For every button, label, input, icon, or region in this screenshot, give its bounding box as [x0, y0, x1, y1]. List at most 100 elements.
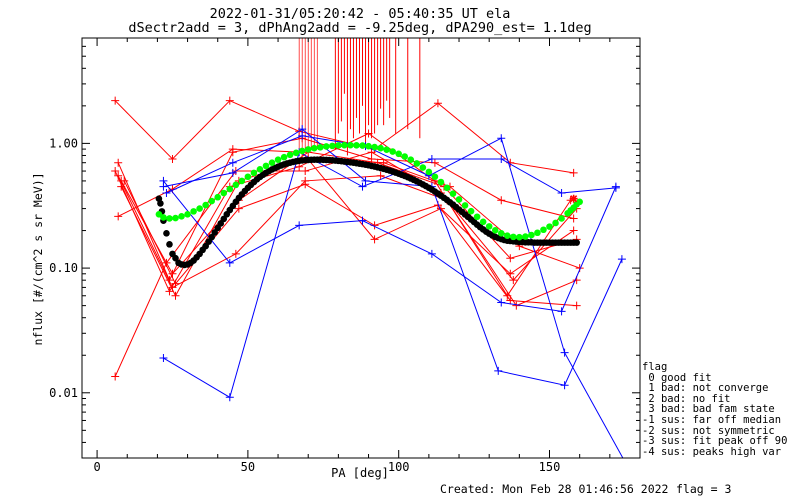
fit-point-green [196, 205, 203, 212]
data-point-plus [228, 145, 237, 154]
fit-point-green [383, 146, 390, 153]
fit-point-green [166, 215, 173, 222]
legend-entry: -4 sus: peaks high var [642, 445, 782, 458]
data-point-plus [370, 235, 379, 244]
data-point-plus [295, 221, 304, 230]
data-point-plus [611, 183, 620, 192]
x-tick-label: 0 [93, 460, 100, 474]
data-point-plus [512, 301, 521, 310]
data-point-plus [225, 258, 234, 267]
data-point-plus [358, 182, 367, 191]
fit-point-green [552, 219, 559, 227]
data-point-plus [301, 167, 310, 176]
created-timestamp: Created: Mon Feb 28 01:46:56 2022 [440, 482, 669, 496]
fit-point-green [437, 178, 445, 186]
series-line [114, 100, 574, 174]
data-point-plus [497, 298, 506, 307]
legend-title: flag [642, 361, 668, 373]
fit-point-green [274, 156, 282, 163]
series-line [166, 135, 624, 458]
data-point-plus [168, 154, 177, 163]
data-point-plus [114, 212, 123, 221]
data-point-plus [494, 366, 503, 375]
fit-point-green [449, 190, 457, 197]
data-point-plus [111, 96, 120, 105]
data-point-plus [427, 249, 436, 258]
plot-data-layer [111, 38, 626, 458]
flag-value: flag = 3 [676, 482, 732, 496]
fit-point-green [479, 218, 487, 226]
fit-point-green [298, 147, 306, 155]
fit-point-green [558, 215, 565, 222]
fit-point-green [310, 144, 318, 152]
fit-point-green [576, 198, 583, 206]
data-point-plus [364, 129, 373, 138]
fit-point-black [573, 239, 580, 246]
data-point-plus [497, 134, 506, 143]
fit-point-green [497, 230, 505, 237]
fit-point-green [286, 151, 294, 159]
data-point-plus [624, 457, 626, 458]
fit-point-green [491, 226, 499, 234]
x-tick-label: 100 [388, 460, 410, 474]
fit-point-green [365, 142, 372, 150]
fit-point-green [510, 233, 517, 241]
data-point-plus [569, 226, 578, 235]
fit-point-green [202, 201, 209, 209]
data-point-plus [225, 96, 234, 105]
fit-point-green [359, 142, 366, 149]
fit-point-green [256, 165, 264, 173]
data-point-plus [120, 176, 129, 185]
data-point-plus [506, 254, 515, 263]
data-point-plus [617, 255, 626, 264]
data-point-plus [301, 180, 310, 189]
fit-point-green [425, 168, 433, 176]
fit-point-green [395, 150, 403, 158]
data-point-plus [228, 168, 237, 177]
x-tick-label: 50 [241, 460, 255, 474]
series-line [123, 180, 577, 307]
data-point-plus [228, 158, 237, 167]
data-point-plus [376, 171, 385, 180]
legend-entry: 0 good fit [642, 371, 712, 384]
fit-point-green [419, 164, 427, 171]
fit-point-green [329, 142, 336, 150]
fit-point-green [516, 233, 523, 241]
series-line [120, 151, 577, 275]
data-point-plus [165, 287, 174, 296]
fit-point-green [347, 141, 354, 149]
data-point-plus [165, 276, 174, 285]
legend-entry: -2 sus: not symmetric [642, 424, 775, 437]
fit-point-green [323, 143, 330, 150]
fit-point-black [166, 241, 173, 248]
fit-point-green [413, 160, 421, 167]
fit-point-green [172, 214, 179, 222]
data-point-plus [569, 168, 578, 177]
data-point-plus [433, 99, 442, 108]
fit-point-green [262, 162, 270, 170]
fit-point-green [485, 223, 493, 230]
data-point-plus [171, 279, 180, 288]
plot-area: 0 50 100 150 0.01 0.10 1.00 [49, 37, 641, 474]
fit-point-green [455, 196, 463, 203]
fit-point-green [232, 181, 240, 189]
fit-point-green [461, 202, 469, 209]
data-point-plus [298, 131, 307, 140]
x-tick-label: 150 [539, 460, 561, 474]
chart-title-line1: 2022-01-31/05:20:42 - 05:40:35 UT ela [210, 6, 511, 22]
data-point-plus [168, 269, 177, 278]
fit-point-green [473, 213, 481, 221]
fit-point-green [208, 197, 215, 205]
fit-point-green [371, 143, 378, 151]
fit-point-green [534, 229, 541, 237]
legend-entry: 2 bad: no fit [642, 392, 731, 405]
fit-point-green [341, 141, 348, 149]
fit-point-green [546, 223, 553, 230]
y-tick-label: 0.01 [49, 386, 78, 400]
fit-point-black [157, 200, 164, 207]
data-point-plus [557, 189, 566, 198]
data-point-plus [560, 381, 569, 390]
series-line [120, 158, 580, 297]
fit-point-green [377, 144, 384, 152]
